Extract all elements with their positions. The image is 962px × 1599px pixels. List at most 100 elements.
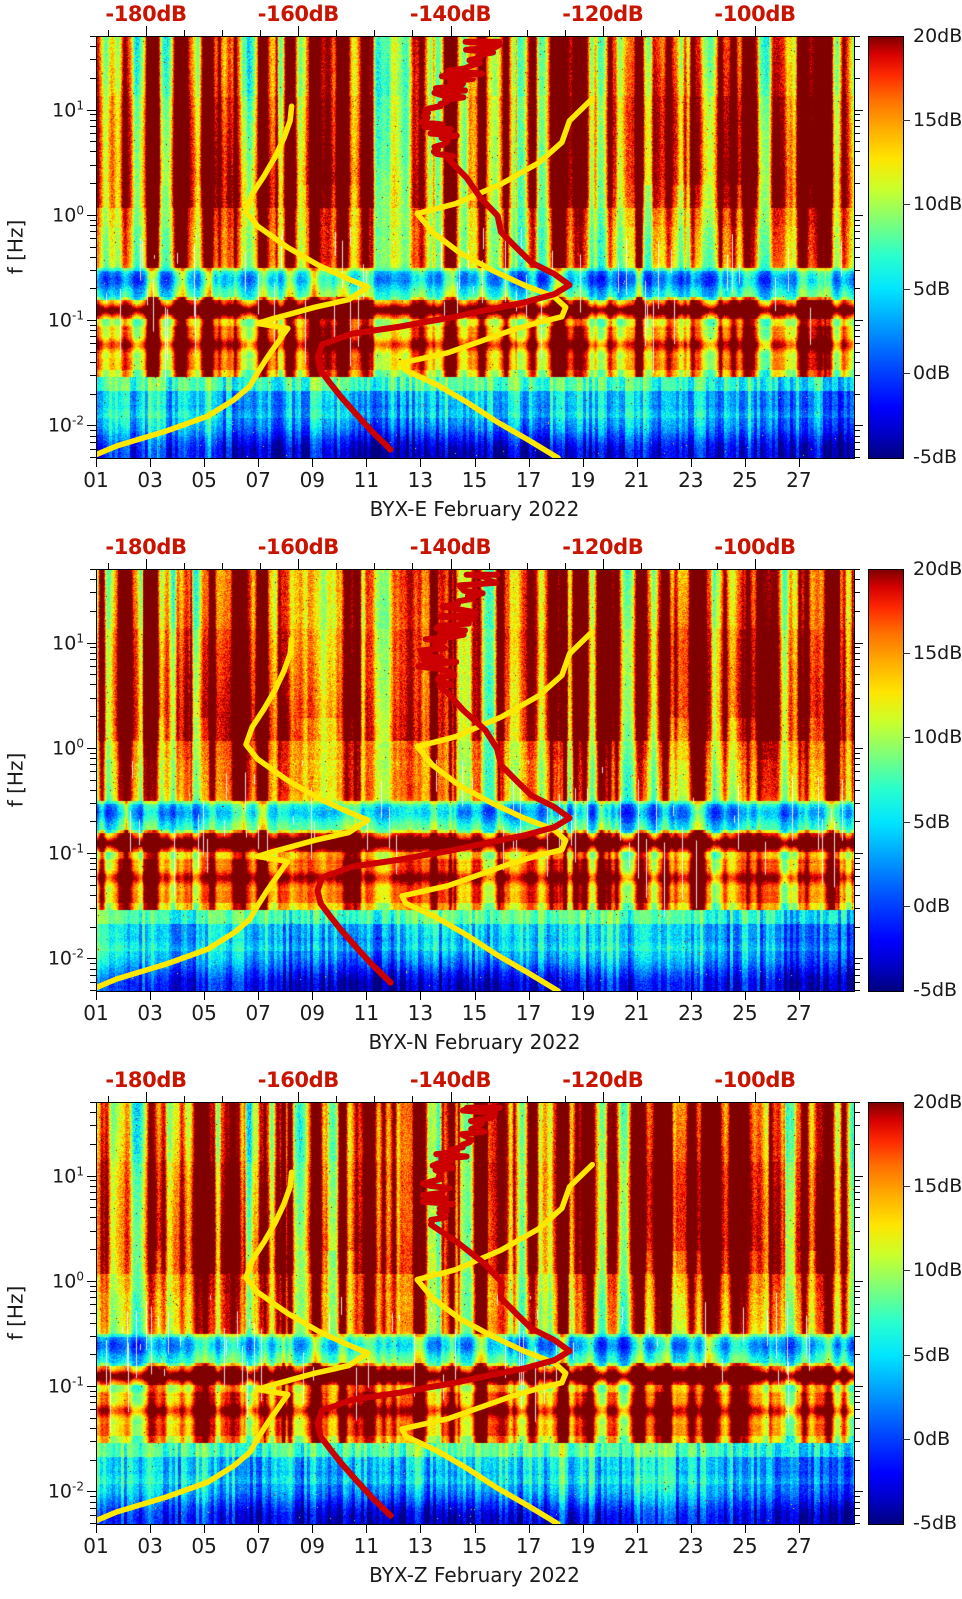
y-axis-tick (90, 569, 96, 570)
y-axis-right-tick (854, 457, 860, 458)
colorbar-tick-label: 15dB (913, 1175, 962, 1198)
y-axis-right-tick (854, 771, 860, 773)
y-axis-tick (90, 361, 96, 363)
y-axis-tick (90, 1390, 96, 1392)
top-axis-label: -140dB (409, 535, 492, 559)
x-axis-tick-label: 27 (786, 468, 812, 492)
top-axis-tick (450, 1092, 452, 1102)
x-axis-tick (366, 991, 368, 1000)
x-axis: 01 03 05 07 09 11 13 15 17 19 21 23 25 27 (83, 991, 853, 1031)
y-axis-right-tick (854, 926, 860, 928)
top-axis-tick (678, 30, 680, 36)
y-axis-tick (90, 1402, 96, 1404)
y-axis-tick (87, 109, 96, 111)
top-axis-tick (336, 563, 338, 569)
x-axis-tick-label: 25 (732, 468, 758, 492)
x-axis-tick (366, 458, 368, 467)
colorbar-tick (903, 1354, 910, 1356)
x-axis-tick (258, 458, 260, 467)
y-axis-right-tick (854, 1386, 863, 1388)
y-tick-mantissa: 10 (52, 204, 77, 227)
y-axis-tick-label: 10-1 (48, 1374, 84, 1397)
y-axis-right-tick (854, 119, 860, 121)
y-axis-right-tick (854, 1322, 860, 1324)
y-axis-tick-label: 101 (52, 98, 84, 121)
y-axis-right-tick (854, 336, 860, 338)
y-axis-right-tick (854, 361, 860, 363)
y-axis-tick (90, 1441, 96, 1443)
y-axis-tick (90, 789, 96, 791)
x-axis-tick-label: 25 (732, 1001, 758, 1025)
y-axis-right-tick (854, 1396, 860, 1398)
x-axis-tick (636, 991, 638, 1000)
y-axis-tick-label: 10-2 (48, 947, 84, 970)
y-axis-tick (90, 1217, 96, 1219)
colorbar-tick (903, 737, 910, 739)
y-axis-right-tick (854, 1185, 860, 1187)
panel-title-byx-n: BYX-N February 2022 (368, 1030, 581, 1054)
y-axis-right-tick (854, 183, 860, 185)
x-axis-tick (420, 1524, 422, 1533)
x-axis-tick (528, 1524, 530, 1533)
y-axis-tick (90, 1507, 96, 1509)
y-axis-right-tick (854, 1427, 860, 1429)
y-axis-right-tick (854, 1143, 860, 1145)
y-axis-tick (90, 1501, 96, 1503)
y-axis-tick (90, 1304, 96, 1306)
x-axis-tick-label: 13 (407, 1534, 434, 1558)
top-axis-tick (146, 559, 147, 569)
y-tick-mantissa: 10 (47, 309, 73, 332)
y-axis-tick (90, 981, 96, 983)
y-axis-tick (90, 1180, 96, 1182)
y-axis-right-tick (854, 351, 860, 353)
x-axis-tick-label: 11 (353, 1001, 380, 1025)
top-axis-tick (374, 1096, 376, 1102)
y-axis-right-tick (854, 665, 860, 667)
x-axis-tick (528, 991, 530, 1000)
colorbar-tick-label: 5dB (913, 1343, 951, 1366)
y-axis-tick (90, 802, 96, 804)
y-axis-right-tick (854, 821, 860, 823)
x-axis-tick-label: 01 (83, 468, 109, 492)
y-axis-right-tick (854, 1249, 860, 1251)
y-axis-right-tick (854, 747, 863, 749)
y-axis-tick (90, 1312, 96, 1314)
y-axis-tick (90, 324, 96, 326)
x-axis-tick-label: 17 (515, 468, 542, 492)
y-axis-tick (90, 125, 96, 127)
x-axis-tick (258, 1524, 260, 1533)
top-db-axis: -180dB -160dB -140dB -120dB -100dB (96, 533, 853, 569)
y-axis-right-tick (854, 658, 860, 660)
y-axis-tick (90, 164, 96, 166)
y-axis-right-tick (854, 1335, 860, 1337)
colorbar-tick (903, 653, 910, 655)
x-axis-tick (204, 991, 206, 1000)
colorbar-tick (903, 905, 910, 907)
y-axis-tick (90, 1112, 96, 1114)
x-axis-tick-label: 15 (461, 468, 488, 492)
top-axis-tick (184, 30, 186, 36)
top-axis-tick (260, 30, 262, 36)
y-axis-right-tick (854, 853, 863, 855)
x-axis-tick-label: 09 (299, 468, 326, 492)
y-axis-tick (90, 1291, 96, 1292)
top-axis-tick (678, 1096, 680, 1102)
colorbar-tick-label: 20dB (913, 558, 962, 580)
y-axis-title: f [Hz] (3, 569, 27, 990)
x-axis-tick (798, 991, 800, 1000)
y-axis-tick (90, 1143, 96, 1145)
y-axis-right-tick (854, 1285, 860, 1287)
y-axis-right-tick (854, 109, 863, 111)
y-axis-tick (87, 747, 96, 749)
colorbar-tick-label: 10dB (913, 193, 962, 216)
y-axis-tick-label: 101 (52, 1164, 84, 1187)
y-tick-mantissa: 10 (47, 1480, 73, 1503)
y-axis-right-tick (854, 1514, 860, 1516)
y-axis-tick (90, 119, 96, 121)
y-axis-right-tick (854, 958, 863, 960)
y-tick-mantissa: 10 (47, 947, 73, 970)
y-axis-tick (90, 225, 96, 226)
y-axis-tick (90, 430, 96, 432)
x-axis-tick-label: 05 (191, 1001, 217, 1025)
y-axis-right-tick (854, 1297, 860, 1299)
